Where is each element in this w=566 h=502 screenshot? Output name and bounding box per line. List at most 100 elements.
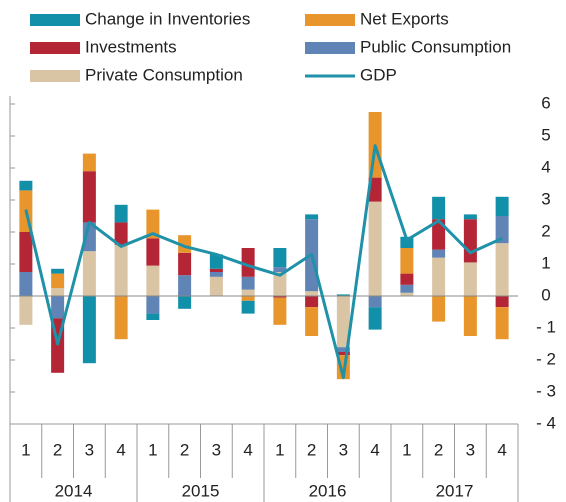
bar-segment [273, 297, 287, 325]
y-tick-label: 2 [541, 221, 550, 240]
bar-segment [19, 232, 33, 272]
y-tick-label: - 3 [536, 381, 556, 400]
year-label: 2015 [182, 481, 220, 500]
x-tick-label: 1 [21, 440, 30, 459]
bar-segment [19, 296, 33, 325]
bar-segment [463, 296, 477, 336]
x-tick-label: 3 [212, 440, 221, 459]
x-tick-label: 1 [148, 440, 157, 459]
bar-segment [114, 296, 128, 340]
bar-segment [82, 153, 96, 172]
bar-segment [273, 248, 287, 268]
x-tick-label: 4 [370, 440, 379, 459]
bar-segment [146, 209, 160, 239]
bar-segment [463, 262, 477, 296]
bar-segment [432, 257, 446, 296]
bar-segment [368, 296, 382, 308]
bar-segment [305, 291, 319, 296]
bar-segment [51, 296, 65, 319]
y-tick-label: 5 [541, 125, 550, 144]
bar-segment [114, 204, 128, 223]
x-tick-label: 3 [466, 440, 475, 459]
legend-label: Investments [85, 37, 177, 56]
x-tick-label: 2 [307, 440, 316, 459]
bar-segment [82, 251, 96, 296]
bar-segment [368, 201, 382, 296]
x-tick-label: 3 [85, 440, 94, 459]
legend-label: Private Consumption [85, 65, 243, 84]
y-tick-label: 6 [541, 93, 550, 112]
bar-segment [241, 248, 255, 277]
x-tick-label: 4 [497, 440, 506, 459]
bar-segment [463, 219, 477, 263]
bar-segment [241, 300, 255, 314]
bar-segment [463, 214, 477, 220]
bar-segment [400, 236, 414, 248]
legend-swatch [305, 42, 355, 54]
bar-segment [400, 248, 414, 274]
legend-swatch [30, 42, 80, 54]
y-tick-label: 1 [541, 253, 550, 272]
bar-segment [241, 289, 255, 296]
bar-segment [432, 219, 446, 250]
bar-segment [209, 268, 223, 272]
bar-segment [146, 296, 160, 314]
x-tick-label: 1 [402, 440, 411, 459]
bar-segment [209, 272, 223, 277]
bar-segment [495, 243, 509, 296]
x-tick-label: 2 [180, 440, 189, 459]
y-tick-label: - 4 [536, 413, 556, 432]
bar-segment [273, 296, 287, 298]
bar-segment [114, 244, 128, 296]
bar-segment [368, 307, 382, 330]
x-tick-label: 1 [275, 440, 284, 459]
bar-segment [178, 252, 192, 276]
bar-segment [209, 276, 223, 296]
bar-segment [368, 177, 382, 202]
bar-segment [336, 352, 350, 356]
bar-segment [241, 276, 255, 290]
x-tick-label: 2 [53, 440, 62, 459]
bar-segment [336, 296, 350, 348]
y-tick-label: 0 [541, 285, 550, 304]
bar-segment [146, 265, 160, 296]
bar-segment [209, 254, 223, 269]
bar-segment [400, 292, 414, 296]
legend-label: Net Exports [360, 9, 449, 28]
bar-segment [305, 296, 319, 308]
y-tick-label: - 2 [536, 349, 556, 368]
legend-label: Change in Inventories [85, 9, 250, 28]
bar-segment [432, 296, 446, 322]
bar-segment [336, 294, 350, 296]
bar-segment [178, 275, 192, 296]
y-tick-label: 4 [541, 157, 550, 176]
bar-segment [51, 268, 65, 274]
bar-segment [114, 222, 128, 245]
legend-swatch [30, 14, 80, 26]
bar-segment [273, 267, 287, 272]
bar-segment [432, 196, 446, 220]
bar-segment [82, 171, 96, 223]
bar-segment [146, 313, 160, 320]
bar-segment [495, 216, 509, 244]
year-label: 2017 [436, 481, 474, 500]
legend-swatch [30, 70, 80, 82]
bar-segment [305, 214, 319, 220]
bar-segment [495, 307, 509, 340]
year-label: 2014 [55, 481, 93, 500]
bar-segment [336, 347, 350, 352]
bar-segment [146, 238, 160, 266]
x-tick-label: 2 [434, 440, 443, 459]
bar-segment [51, 288, 65, 296]
bar-segment [241, 296, 255, 301]
bar-segment [305, 307, 319, 336]
x-tick-label: 3 [339, 440, 348, 459]
bar-segment [400, 284, 414, 293]
bar-segment [82, 296, 96, 364]
bar-segment [19, 180, 33, 191]
x-tick-label: 4 [116, 440, 125, 459]
bar-segment [273, 272, 287, 296]
legend-label: GDP [360, 65, 397, 84]
bar-segment [19, 272, 33, 296]
